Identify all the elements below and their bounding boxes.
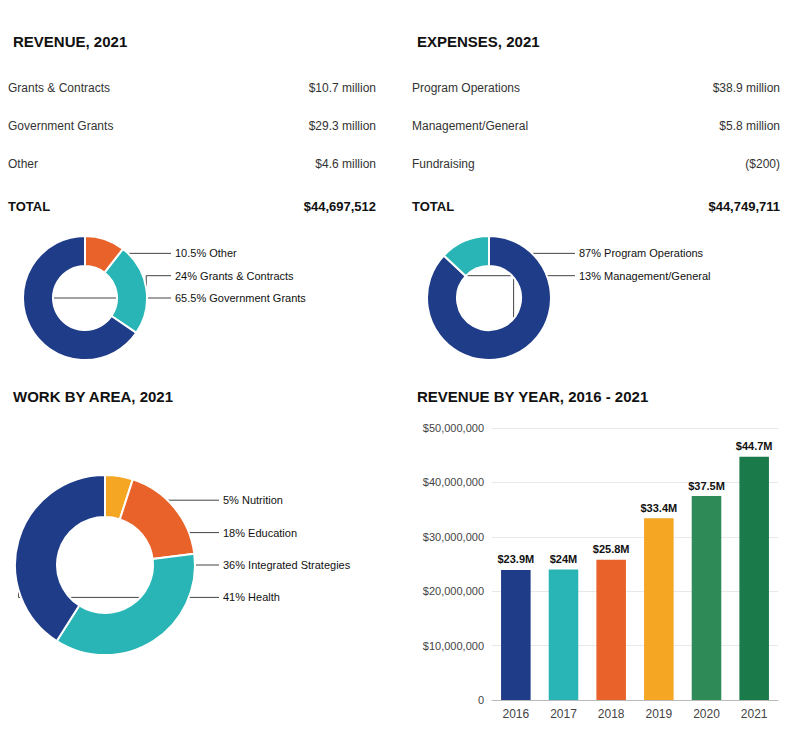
svg-text:Grants & Contracts: Grants & Contracts	[8, 81, 110, 95]
svg-text:$24M: $24M	[550, 553, 578, 565]
svg-text:$44.7M: $44.7M	[736, 440, 773, 452]
svg-text:$20,000,000: $20,000,000	[423, 585, 484, 597]
svg-text:$10,000,000: $10,000,000	[423, 640, 484, 652]
svg-text:$5.8 million: $5.8 million	[719, 119, 780, 133]
svg-text:Management/General: Management/General	[412, 119, 528, 133]
svg-text:10.5% Other: 10.5% Other	[175, 247, 237, 259]
svg-text:$40,000,000: $40,000,000	[423, 476, 484, 488]
svg-text:87% Program Operations: 87% Program Operations	[579, 247, 704, 259]
svg-text:$30,000,000: $30,000,000	[423, 531, 484, 543]
svg-text:2017: 2017	[550, 707, 577, 721]
svg-text:2021: 2021	[741, 707, 768, 721]
svg-text:WORK BY AREA, 2021: WORK BY AREA, 2021	[13, 388, 173, 405]
svg-text:$4.6 million: $4.6 million	[315, 157, 376, 171]
svg-text:$38.9 million: $38.9 million	[713, 81, 780, 95]
svg-text:65.5% Government Grants: 65.5% Government Grants	[175, 292, 306, 304]
svg-text:18% Education: 18% Education	[223, 527, 297, 539]
svg-text:2020: 2020	[693, 707, 720, 721]
svg-text:2019: 2019	[645, 707, 672, 721]
svg-text:REVENUE BY YEAR, 2016 - 2021: REVENUE BY YEAR, 2016 - 2021	[417, 388, 648, 405]
svg-text:$44,697,512: $44,697,512	[304, 199, 376, 214]
svg-text:36% Integrated Strategies: 36% Integrated Strategies	[223, 559, 351, 571]
svg-text:2016: 2016	[502, 707, 529, 721]
svg-text:2018: 2018	[598, 707, 625, 721]
svg-text:13% Management/General: 13% Management/General	[579, 270, 710, 282]
svg-text:24% Grants & Contracts: 24% Grants & Contracts	[175, 270, 294, 282]
svg-text:$29.3 million: $29.3 million	[309, 119, 376, 133]
svg-text:5% Nutrition: 5% Nutrition	[223, 494, 283, 506]
svg-text:$23.9M: $23.9M	[497, 553, 534, 565]
svg-text:REVENUE, 2021: REVENUE, 2021	[13, 33, 127, 50]
svg-text:TOTAL: TOTAL	[412, 199, 454, 214]
svg-text:($200): ($200)	[745, 157, 780, 171]
svg-text:Government Grants: Government Grants	[8, 119, 113, 133]
svg-text:$10.7 million: $10.7 million	[309, 81, 376, 95]
svg-text:$33.4M: $33.4M	[640, 502, 677, 514]
svg-text:$50,000,000: $50,000,000	[423, 422, 484, 434]
svg-text:$37.5M: $37.5M	[688, 480, 725, 492]
svg-text:EXPENSES, 2021: EXPENSES, 2021	[417, 33, 540, 50]
svg-text:0: 0	[478, 694, 484, 706]
svg-text:$44,749,711: $44,749,711	[708, 199, 780, 214]
svg-text:$25.8M: $25.8M	[593, 543, 630, 555]
svg-text:Program Operations: Program Operations	[412, 81, 520, 95]
svg-text:TOTAL: TOTAL	[8, 199, 50, 214]
svg-text:Fundraising: Fundraising	[412, 157, 475, 171]
svg-text:41% Health: 41% Health	[223, 591, 280, 603]
svg-text:Other: Other	[8, 157, 38, 171]
